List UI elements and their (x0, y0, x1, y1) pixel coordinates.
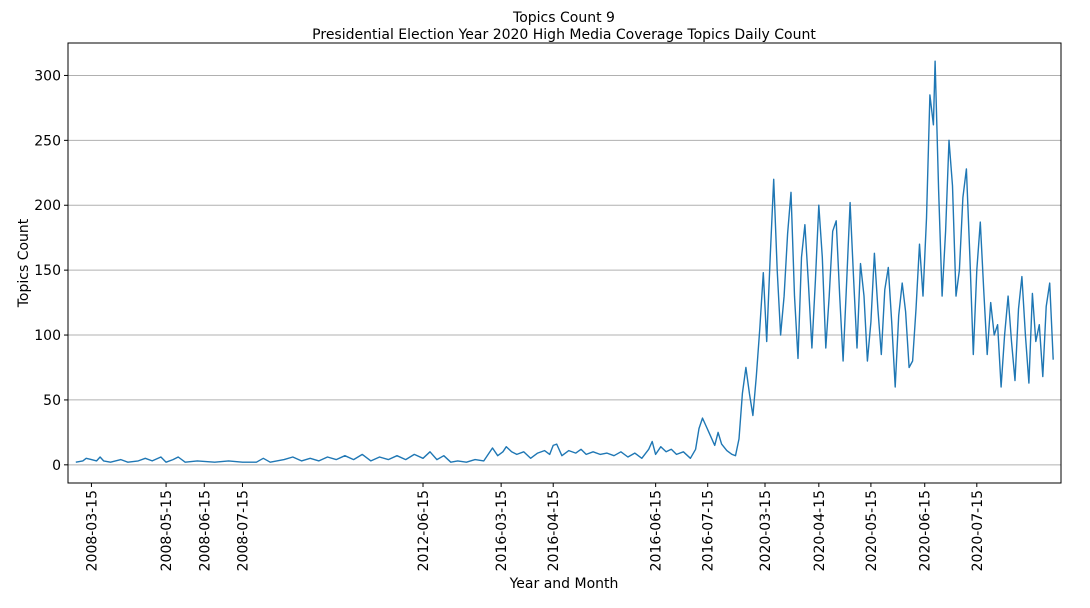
chart-subtitle: Presidential Election Year 2020 High Med… (312, 27, 816, 43)
x-tick-label: 2008-06-15 (197, 490, 213, 571)
x-tick-label: 2020-06-15 (918, 490, 934, 571)
y-tick-label: 50 (43, 393, 61, 409)
plot-area-frame (67, 42, 1062, 484)
x-tick-label: 2020-07-15 (970, 490, 986, 571)
x-tick-label: 2008-05-15 (159, 490, 175, 571)
series-line (75, 60, 1054, 463)
y-tick-label: 250 (34, 133, 61, 149)
x-tick-label: 2016-06-15 (649, 490, 665, 571)
x-tick-label: 2016-07-15 (701, 490, 717, 571)
y-tick-label: 200 (34, 198, 61, 214)
series-group (75, 60, 1054, 463)
gridlines (68, 74, 1061, 466)
x-tick-label: 2020-04-15 (812, 490, 828, 571)
x-tick-label: 2020-05-15 (864, 490, 880, 571)
x-tick-label: 2016-03-15 (494, 490, 510, 571)
x-tick-label: 2008-03-15 (84, 490, 100, 571)
chart-title: Topics Count 9 (512, 10, 615, 26)
y-axis: 0 50 100 150 200 250 300 (34, 68, 68, 474)
x-tick-label: 2008-07-15 (235, 490, 251, 571)
y-tick-label: 100 (34, 328, 61, 344)
x-tick-label: 2016-04-15 (546, 490, 562, 571)
y-tick-label: 150 (34, 263, 61, 279)
x-tick-label: 2020-03-15 (758, 490, 774, 571)
x-axis-label: Year and Month (509, 576, 619, 592)
x-axis: 2008-03-15 2008-05-15 2008-06-15 2008-07-15… (84, 483, 986, 571)
y-axis-label: Topics Count (16, 218, 32, 308)
y-tick-label: 0 (52, 458, 61, 474)
y-tick-label: 300 (34, 68, 61, 84)
x-tick-label: 2012-06-15 (416, 490, 432, 571)
